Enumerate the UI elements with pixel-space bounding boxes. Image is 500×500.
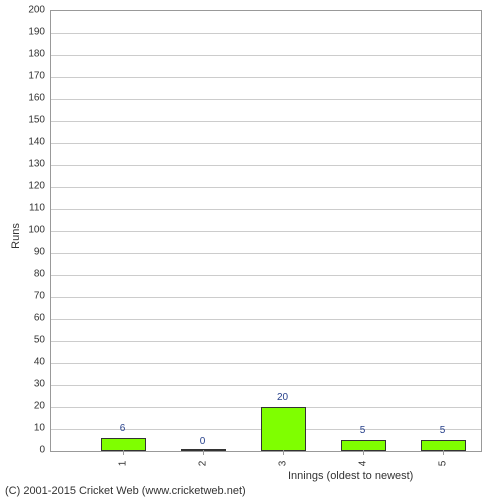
ytick-label: 80 (15, 269, 45, 280)
ytick-label: 60 (15, 313, 45, 324)
xtick-label: 1 (117, 454, 128, 474)
xtick-label: 4 (357, 454, 368, 474)
xtick-label: 2 (197, 454, 208, 474)
bar (341, 440, 386, 451)
gridline (51, 187, 481, 188)
bar (181, 449, 226, 451)
ytick-label: 30 (15, 379, 45, 390)
gridline (51, 341, 481, 342)
gridline (51, 121, 481, 122)
ytick-label: 50 (15, 335, 45, 346)
ytick-label: 20 (15, 401, 45, 412)
ytick-label: 140 (15, 137, 45, 148)
x-axis-label: Innings (oldest to newest) (288, 470, 413, 482)
ytick-label: 90 (15, 247, 45, 258)
gridline (51, 363, 481, 364)
ytick-label: 120 (15, 181, 45, 192)
ytick-label: 40 (15, 357, 45, 368)
gridline (51, 385, 481, 386)
ytick-label: 190 (15, 27, 45, 38)
ytick-label: 100 (15, 225, 45, 236)
bar-value-label: 5 (440, 425, 446, 436)
gridline (51, 143, 481, 144)
gridline (51, 209, 481, 210)
gridline (51, 55, 481, 56)
gridline (51, 99, 481, 100)
copyright-text: (C) 2001-2015 Cricket Web (www.cricketwe… (5, 485, 246, 497)
bar (421, 440, 466, 451)
ytick-label: 160 (15, 93, 45, 104)
ytick-label: 70 (15, 291, 45, 302)
plot-area (50, 10, 482, 452)
bar-value-label: 6 (120, 423, 126, 434)
ytick-label: 110 (15, 203, 45, 214)
bar-value-label: 0 (200, 436, 206, 447)
bar-value-label: 20 (277, 392, 288, 403)
gridline (51, 253, 481, 254)
ytick-label: 0 (15, 445, 45, 456)
xtick-label: 3 (277, 454, 288, 474)
gridline (51, 275, 481, 276)
chart-container: Runs Innings (oldest to newest) (C) 2001… (0, 0, 500, 500)
gridline (51, 77, 481, 78)
ytick-label: 130 (15, 159, 45, 170)
ytick-label: 10 (15, 423, 45, 434)
gridline (51, 33, 481, 34)
bar (261, 407, 306, 451)
ytick-label: 180 (15, 49, 45, 60)
ytick-label: 170 (15, 71, 45, 82)
ytick-label: 150 (15, 115, 45, 126)
bar (101, 438, 146, 451)
ytick-label: 200 (15, 5, 45, 16)
bar-value-label: 5 (360, 425, 366, 436)
gridline (51, 231, 481, 232)
xtick-label: 5 (437, 454, 448, 474)
gridline (51, 297, 481, 298)
gridline (51, 319, 481, 320)
gridline (51, 165, 481, 166)
